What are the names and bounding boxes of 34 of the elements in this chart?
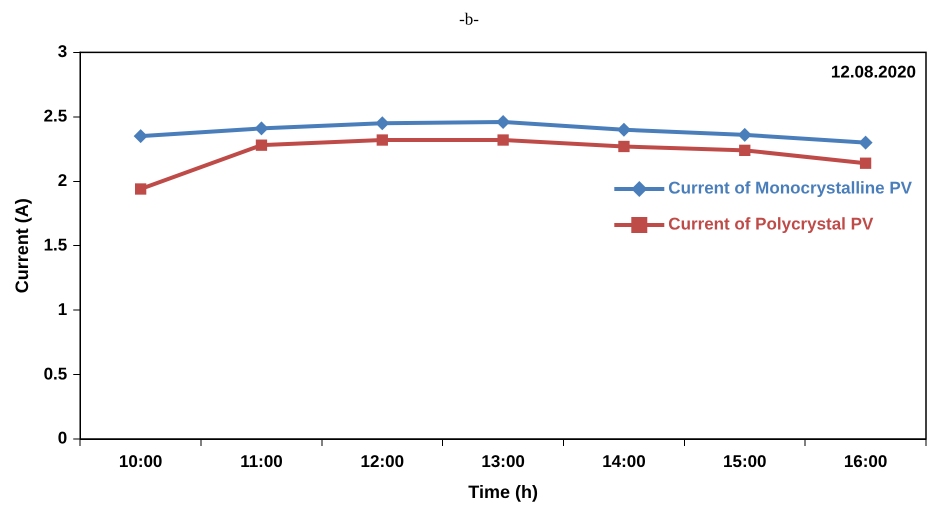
y-tick-label: 3 bbox=[58, 42, 68, 62]
x-tick-label: 16:00 bbox=[844, 452, 888, 471]
x-tick-label: 12:00 bbox=[360, 452, 404, 471]
y-axis-title: Current (A) bbox=[12, 198, 32, 294]
annotation: 12.08.2020 bbox=[830, 62, 916, 82]
y-tick-label: 1.5 bbox=[44, 235, 68, 254]
point bbox=[858, 136, 873, 150]
x-tick-label: 14:00 bbox=[602, 452, 646, 471]
point bbox=[738, 128, 752, 142]
point bbox=[254, 121, 268, 136]
point bbox=[496, 114, 510, 129]
y-tick-label: 1 bbox=[58, 300, 68, 319]
point bbox=[497, 134, 509, 146]
point bbox=[134, 129, 148, 144]
point bbox=[618, 140, 630, 152]
point bbox=[616, 122, 631, 137]
point bbox=[375, 116, 390, 130]
x-tick-label: 13:00 bbox=[481, 452, 525, 471]
chart-title: -b- bbox=[459, 10, 480, 29]
x-axis-title: Time (h) bbox=[468, 482, 538, 502]
y-tick-label: 2 bbox=[58, 170, 68, 190]
x-tick-label: 11:00 bbox=[240, 452, 283, 471]
point bbox=[860, 158, 872, 169]
y-tick-label: 0 bbox=[58, 428, 68, 448]
y-tick-label: 2.5 bbox=[44, 106, 68, 126]
point bbox=[739, 144, 750, 156]
point bbox=[134, 183, 146, 195]
point bbox=[376, 134, 388, 146]
legend-label: Current of Polycrystal PV bbox=[668, 214, 874, 234]
point bbox=[256, 140, 268, 151]
x-tick-label: 15:00 bbox=[723, 452, 767, 471]
x-tick-label: 10:00 bbox=[118, 452, 162, 471]
y-tick-label: 0.5 bbox=[44, 364, 68, 384]
legend-label: Current of Monocrystalline PV bbox=[668, 178, 913, 198]
